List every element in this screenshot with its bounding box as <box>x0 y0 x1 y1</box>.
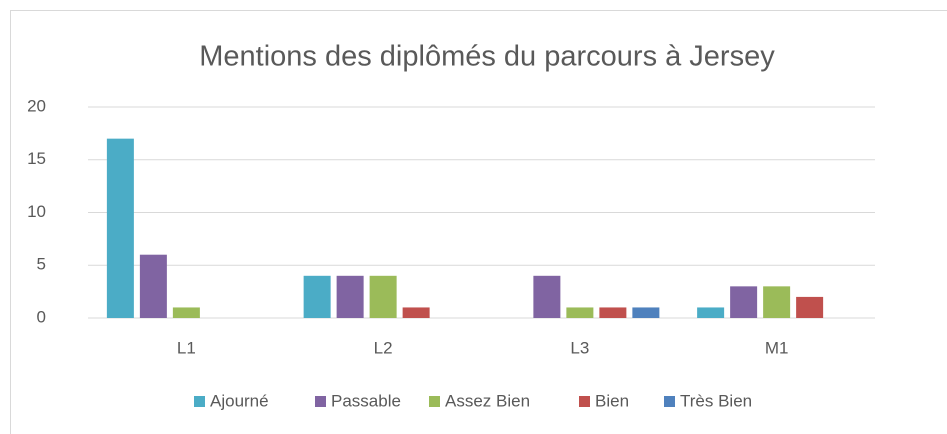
bar <box>533 275 561 318</box>
y-tick-label: 10 <box>27 202 46 221</box>
bar <box>599 307 627 318</box>
legend-label: Très Bien <box>680 391 752 410</box>
bar <box>172 307 200 318</box>
x-tick-label: L3 <box>570 338 589 357</box>
bar <box>730 286 758 318</box>
chart-title: Mentions des diplômés du parcours à Jers… <box>199 41 775 73</box>
bar <box>402 307 430 318</box>
bar <box>697 307 725 318</box>
legend-label: Bien <box>595 391 629 410</box>
y-tick-label: 5 <box>37 255 46 274</box>
bar <box>763 286 791 318</box>
bar <box>303 275 331 318</box>
legend-label: Assez Bien <box>445 391 530 410</box>
y-tick-label: 15 <box>27 149 46 168</box>
legend-swatch <box>664 396 675 407</box>
bar <box>796 296 824 318</box>
legend-label: Passable <box>331 391 401 410</box>
legend-swatch <box>194 396 205 407</box>
bar <box>369 275 397 318</box>
x-tick-label: M1 <box>765 338 789 357</box>
x-tick-label: L1 <box>177 338 196 357</box>
legend-label: Ajourné <box>210 391 269 410</box>
legend-swatch <box>579 396 590 407</box>
bar <box>106 138 134 318</box>
bar <box>632 307 660 318</box>
bar <box>139 254 167 318</box>
legend-swatch <box>315 396 326 407</box>
chart-border <box>10 10 947 434</box>
legend-swatch <box>429 396 440 407</box>
bar <box>336 275 364 318</box>
bar <box>566 307 594 318</box>
x-tick-label: L2 <box>374 338 393 357</box>
y-tick-label: 20 <box>27 96 46 115</box>
y-tick-label: 0 <box>37 307 46 326</box>
